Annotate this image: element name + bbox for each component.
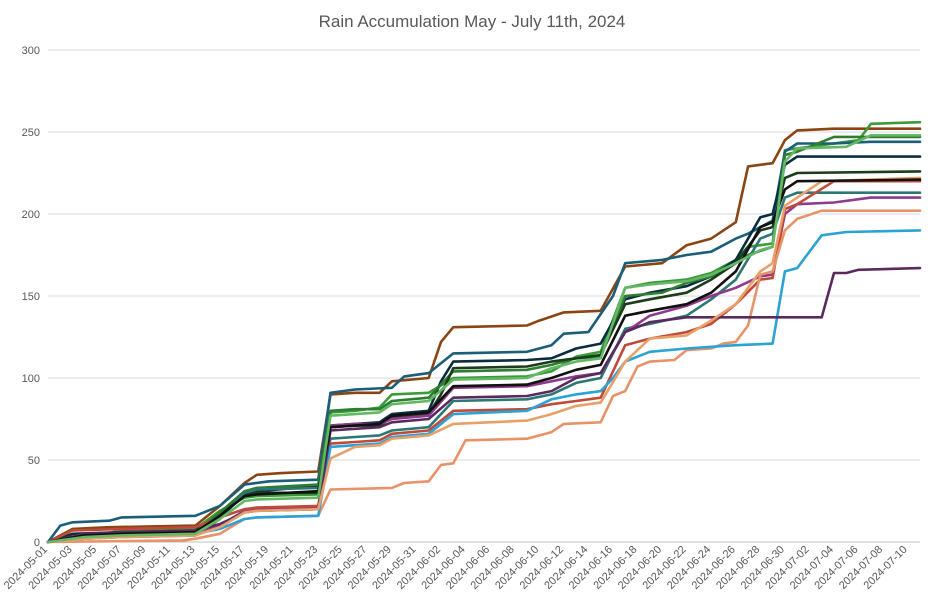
y-tick-label: 250 [22,127,40,139]
chart-title: Rain Accumulation May - July 11th, 2024 [318,12,626,31]
y-tick-label: 150 [22,291,40,303]
series-line-11 [46,229,922,544]
series-line-5 [46,135,922,544]
y-tick-label: 0 [34,537,40,549]
series-line-13 [46,176,922,544]
y-tick-label: 50 [28,455,40,467]
gridlines [48,49,920,543]
series-line-15 [46,134,922,544]
series-line-14 [46,178,922,544]
y-tick-label: 100 [22,373,40,385]
y-tick-label: 200 [22,209,40,221]
y-tick-label: 300 [22,45,40,57]
series-line-1 [46,127,922,544]
series-line-9 [46,179,922,544]
series-lines [46,120,922,544]
series-line-12 [46,266,922,544]
